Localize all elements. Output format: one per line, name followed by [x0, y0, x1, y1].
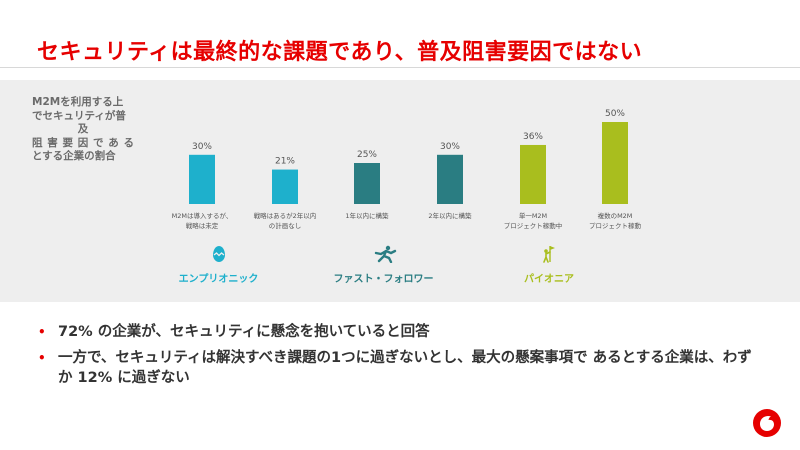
- y-axis-label-line: でセキュリティが普: [32, 109, 126, 122]
- y-axis-label-char: あ: [108, 136, 119, 149]
- bar-value-label: 30%: [192, 142, 212, 152]
- bullet-marker: •: [38, 325, 46, 339]
- bar: [189, 154, 215, 204]
- bullet-text: 72% の企業が、セキュリティに懸念を抱いていると回答: [58, 324, 430, 340]
- bullet-list: • 72% の企業が、セキュリティに懸念を抱いていると回答 • 一方で、セキュリ…: [38, 322, 758, 394]
- runner-icon: [371, 245, 397, 267]
- bar-value-label: 21%: [275, 157, 295, 167]
- y-axis-label-line: とする企業の割合: [32, 150, 116, 162]
- y-axis-label-line: 阻害要因である: [32, 137, 134, 151]
- category-tick-label: プロジェクト稼動: [589, 221, 642, 230]
- bar-value-label: 25%: [357, 150, 377, 160]
- bullet-text: 一方で、セキュリティは解決すべき課題の1つに過ぎないとし、最大の懸案事項で ある…: [58, 350, 752, 386]
- bar: [520, 144, 546, 204]
- category-tick-label: 複数のM2M: [598, 211, 633, 220]
- category-tick-label: M2Mは導入するが、: [172, 211, 233, 220]
- category-tick-label: 戦略は未定: [186, 221, 219, 230]
- category-tick-label: 戦略はあるが2年以内: [254, 211, 317, 220]
- group-label: ファスト・フォロワー: [333, 274, 434, 285]
- bullet-item: • 72% の企業が、セキュリティに懸念を抱いていると回答: [38, 322, 758, 342]
- y-axis-label-char: 要: [62, 136, 74, 149]
- y-axis-label-char: で: [93, 136, 104, 149]
- page-title: セキュリティは最終的な課題であり、普及阻害要因ではない: [37, 40, 643, 65]
- y-axis-label-char: る: [123, 136, 135, 149]
- category-tick-label: 1年以内に構築: [345, 211, 389, 220]
- bar: [602, 122, 628, 204]
- bar: [437, 154, 463, 204]
- flag-climber-icon: [541, 245, 557, 267]
- bar-value-label: 36%: [523, 132, 543, 142]
- category-tick-label: 単一M2M: [519, 211, 547, 220]
- egg-icon: [211, 245, 227, 267]
- vodafone-logo-icon: [753, 409, 781, 437]
- bullet-marker: •: [38, 351, 46, 365]
- y-axis-label-char: 害: [47, 136, 58, 149]
- y-axis-label-line: 及: [77, 123, 89, 135]
- bar: [354, 163, 380, 204]
- title-divider: [0, 67, 800, 68]
- bar-value-label: 50%: [605, 109, 625, 119]
- y-axis-label: M2Mを利用する上 でセキュリティが普 及 阻害要因である とする企業の割合: [32, 96, 134, 164]
- y-axis-label-char: 阻: [32, 136, 43, 149]
- category-tick-label: の計画なし: [269, 221, 302, 230]
- bar: [272, 169, 298, 204]
- y-axis-label-line: M2Mを利用する上: [32, 96, 124, 108]
- chart-panel: 30% M2Mは導入するが、 戦略は未定 21% 戦略はあるが2年以内 の計画なし 25% 1…: [0, 80, 800, 302]
- category-tick-label: 2年以内に構築: [428, 211, 472, 220]
- bullet-item: • 一方で、セキュリティは解決すべき課題の1つに過ぎないとし、最大の懸案事項で …: [38, 348, 758, 388]
- bar-value-label: 30%: [440, 142, 460, 152]
- group-label: パイオニア: [524, 274, 574, 285]
- group-label: エンプリオニック: [178, 274, 259, 285]
- category-tick-label: プロジェクト稼動中: [504, 221, 563, 230]
- y-axis-label-char: 因: [77, 136, 89, 149]
